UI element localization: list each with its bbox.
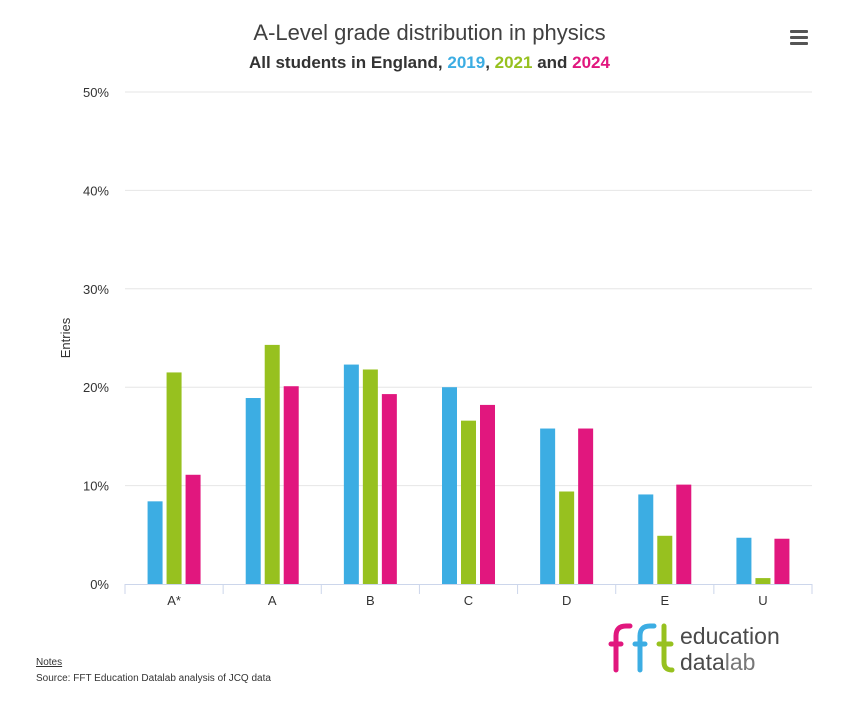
subtitle-series-2021: 2021 <box>494 53 533 72</box>
bar-2024-B[interactable] <box>381 394 397 584</box>
bar-2019-B[interactable] <box>343 364 359 584</box>
y-axis-title: Entries <box>58 317 73 358</box>
x-tick-label: A <box>268 593 277 608</box>
bar-2021-D[interactable] <box>559 491 575 584</box>
bar-2021-U[interactable] <box>755 578 771 584</box>
chart-subtitle: All students in England, 2019, 2021 and … <box>0 53 859 73</box>
subtitle-separator: and <box>532 53 573 72</box>
subtitle-series-2019: 2019 <box>447 53 486 72</box>
x-axis: A* A B C D E U <box>124 584 813 608</box>
bar-2024-E[interactable] <box>676 484 692 584</box>
y-tick-label: 0% <box>90 577 109 592</box>
bar-2021-E[interactable] <box>657 535 673 584</box>
bar-2021-A*[interactable] <box>166 372 182 584</box>
bar-2021-A[interactable] <box>264 344 280 584</box>
subtitle-series-2024: 2024 <box>572 53 610 72</box>
bar-2024-C[interactable] <box>480 404 495 584</box>
bar-2021-C[interactable] <box>461 420 476 584</box>
bar-2024-U[interactable] <box>774 538 790 584</box>
fft-education-datalab-logo: education datalab <box>608 623 780 675</box>
logo-text-education: education <box>680 623 780 649</box>
subtitle-separator: , <box>485 53 495 72</box>
bar-2021-B[interactable] <box>362 369 378 584</box>
y-tick-label: 40% <box>83 183 109 198</box>
bar-2019-A[interactable] <box>245 398 261 584</box>
logo-text-datalab: datalab <box>680 649 755 675</box>
source-note: Source: FFT Education Datalab analysis o… <box>36 673 271 684</box>
subtitle-prefix: All students in England, <box>249 53 448 72</box>
bar-2019-C[interactable] <box>442 387 457 584</box>
bar-chart: 0% 10% 20% 30% 40% 50% A* A B C D E U Entries <box>58 85 813 608</box>
bar-2019-A*[interactable] <box>147 501 163 584</box>
x-tick-label: B <box>366 593 375 608</box>
logo-text-lab: lab <box>725 649 756 675</box>
x-tick-label: D <box>562 593 571 608</box>
bar-2024-D[interactable] <box>578 428 594 584</box>
bar-2019-E[interactable] <box>638 494 654 584</box>
logo-text-data: data <box>680 649 725 675</box>
hamburger-menu-icon[interactable] <box>787 25 811 49</box>
x-tick-label: U <box>758 593 767 608</box>
y-tick-label: 50% <box>83 85 109 100</box>
bar-2024-A[interactable] <box>283 386 299 584</box>
x-tick-label: A* <box>167 593 181 608</box>
bar-2019-U[interactable] <box>736 537 752 584</box>
y-tick-label: 10% <box>83 479 109 494</box>
grid-lines: 0% 10% 20% 30% 40% 50% <box>83 85 812 592</box>
x-tick-label: C <box>464 593 473 608</box>
notes-link[interactable]: Notes <box>36 657 63 668</box>
bar-2019-D[interactable] <box>540 428 556 584</box>
y-tick-label: 20% <box>83 380 109 395</box>
fft-mark-icon <box>608 623 675 673</box>
x-tick-label: E <box>660 593 669 608</box>
y-tick-label: 30% <box>83 282 109 297</box>
bars <box>147 344 790 584</box>
chart-title: A-Level grade distribution in physics <box>253 20 606 45</box>
bar-2024-A*[interactable] <box>185 474 201 584</box>
